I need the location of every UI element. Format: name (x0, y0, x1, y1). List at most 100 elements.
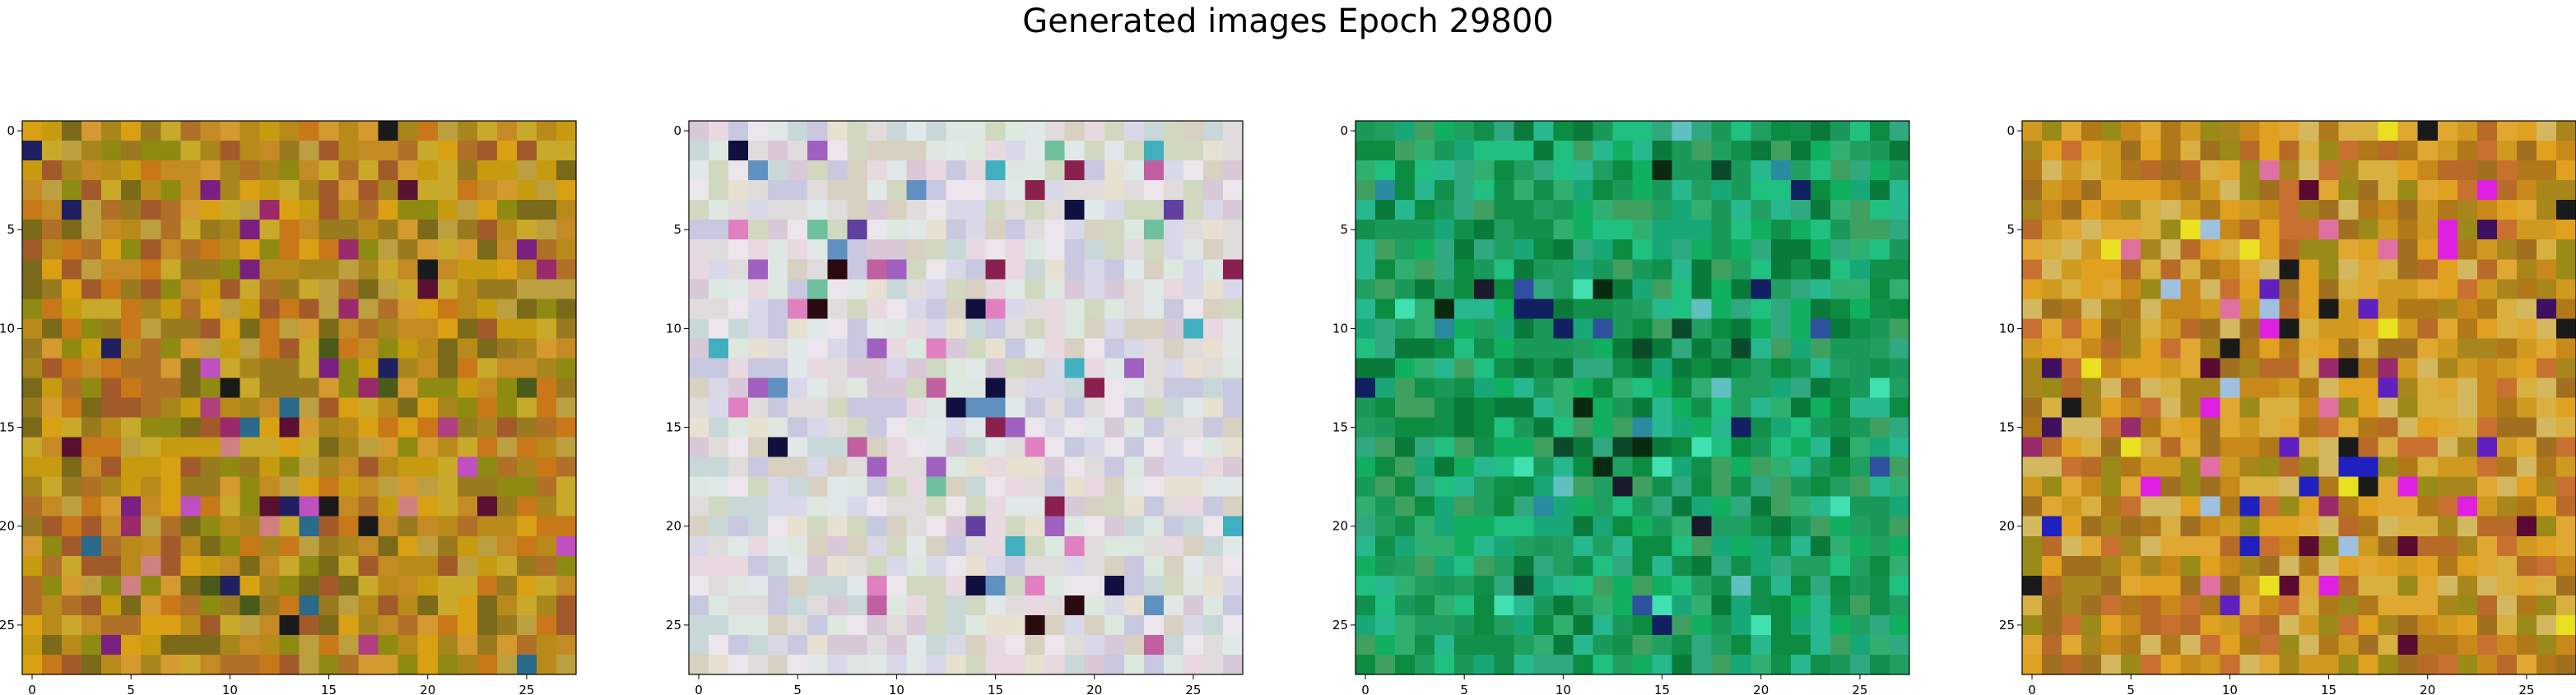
pixel (1553, 200, 1574, 220)
pixel (358, 575, 379, 596)
pixel (1494, 417, 1514, 438)
pixel (496, 634, 518, 656)
pixel (2516, 575, 2537, 596)
pixel (926, 141, 947, 161)
pixel (1691, 239, 1713, 260)
pixel (748, 279, 769, 299)
pixel (1612, 516, 1634, 537)
pixel (1751, 220, 1772, 240)
pixel (1711, 496, 1732, 517)
pixel (1163, 141, 1184, 161)
pixel (2200, 358, 2220, 379)
pixel (81, 200, 102, 220)
pixel (827, 516, 848, 537)
pixel (1163, 160, 1184, 181)
pixel (906, 417, 928, 438)
pixel (1025, 575, 1046, 596)
pixel (2516, 516, 2537, 537)
pixel (299, 121, 320, 141)
pixel (2121, 180, 2141, 201)
pixel (1355, 496, 1376, 517)
pixel (516, 654, 537, 675)
pixel (867, 299, 887, 319)
pixel (1731, 634, 1752, 656)
pixel (1163, 634, 1184, 656)
pixel (279, 555, 300, 577)
pixel (1573, 160, 1594, 181)
pixel (2397, 220, 2419, 240)
pixel (689, 654, 709, 675)
pixel (2417, 121, 2439, 141)
pixel (2318, 318, 2340, 339)
axes-frame (21, 120, 577, 675)
pixel (1202, 239, 1224, 260)
pixel (1104, 516, 1125, 537)
pixel (1830, 160, 1851, 181)
pixel (299, 378, 320, 399)
pixel (2259, 200, 2281, 220)
pixel (1005, 160, 1026, 181)
pixel (827, 220, 848, 240)
pixel (1790, 456, 1811, 478)
pixel (1849, 654, 1871, 675)
pixel (1084, 456, 1105, 478)
pixel (2101, 299, 2122, 319)
pixel (728, 378, 749, 399)
pixel (516, 259, 537, 280)
pixel (1123, 200, 1145, 220)
pixel (1355, 476, 1376, 498)
pixel (946, 634, 967, 656)
pixel (788, 437, 808, 458)
pixel (2476, 338, 2498, 359)
pixel (1830, 595, 1851, 616)
pixel (378, 516, 399, 537)
pixel (239, 160, 261, 181)
pixel (2062, 259, 2082, 280)
pixel (1652, 378, 1673, 399)
pixel (121, 654, 142, 675)
pixel (2318, 220, 2340, 240)
pixel (417, 496, 439, 517)
pixel (477, 160, 498, 181)
pixel (709, 437, 729, 458)
pixel (1202, 160, 1224, 181)
pixel (1222, 516, 1244, 537)
pixel (299, 358, 320, 379)
pixel (748, 220, 769, 240)
pixel (2259, 595, 2281, 616)
pixel (1731, 456, 1752, 478)
pixel (768, 259, 788, 280)
pixel (1025, 378, 1046, 399)
pixel (2042, 516, 2062, 537)
pixel (1222, 299, 1244, 319)
pixel (1691, 121, 1713, 141)
pixel (709, 417, 729, 438)
pixel (1751, 417, 1772, 438)
pixel (160, 378, 181, 399)
pixel (2358, 200, 2379, 220)
pixel (965, 476, 987, 498)
pixel (2457, 654, 2478, 675)
pixel (748, 456, 769, 478)
pixel (239, 614, 261, 636)
pixel (2516, 595, 2537, 616)
pixel (1064, 575, 1086, 596)
pixel (417, 259, 439, 280)
pixel (2279, 338, 2300, 359)
pixel (1202, 496, 1224, 517)
x-tick-label: 0 (2028, 683, 2036, 695)
pixel (1143, 575, 1165, 596)
pixel (709, 476, 729, 498)
pixel (1593, 476, 1614, 498)
pixel (2081, 595, 2102, 616)
pixel (220, 220, 240, 240)
pixel (1849, 378, 1871, 399)
pixel (2220, 200, 2240, 220)
pixel (2081, 279, 2102, 299)
pixel (2338, 496, 2360, 517)
pixel (2516, 141, 2537, 161)
pixel (2536, 654, 2557, 675)
pixel (299, 614, 320, 636)
pixel (1573, 279, 1594, 299)
pixel (437, 535, 458, 557)
